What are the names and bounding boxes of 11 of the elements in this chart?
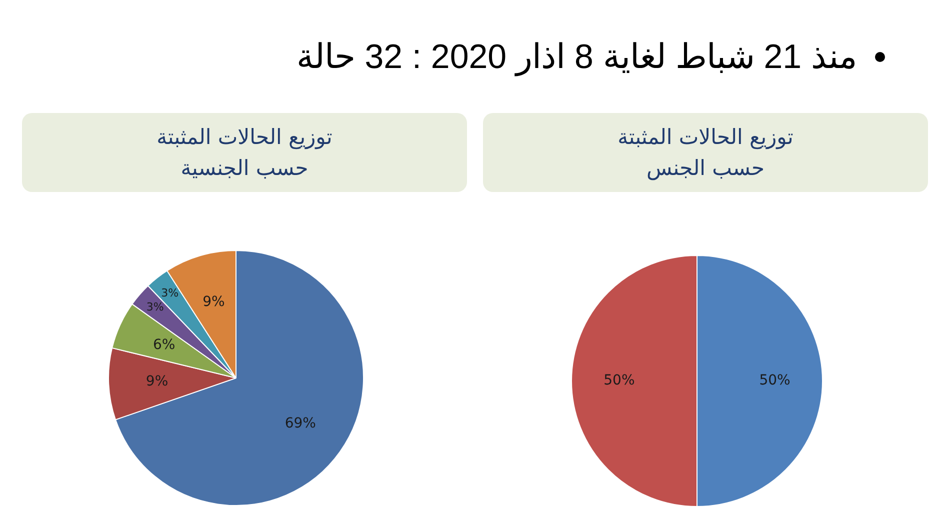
data-label: 3% [146,300,164,314]
data-label: 9% [202,294,225,310]
chart-title: توزيع الحالات المثبتة حسب الجنس [483,113,928,192]
data-label: 6% [152,336,176,353]
data-label: 9% [146,373,168,390]
chart-title: توزيع الحالات المثبتة حسب الجنسية [22,113,467,192]
text: منذ 21 شباط لغاية 8 اذار 2020 : 32 حالة [296,37,857,77]
data-label: 69% [284,415,316,432]
data-label: 50% [759,372,790,389]
data-label: 50% [604,372,635,389]
data-label: 3% [161,286,179,300]
